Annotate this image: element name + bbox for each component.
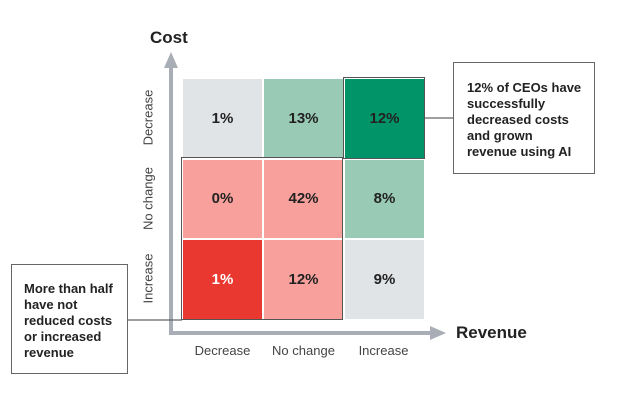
heatmap-cell: 12%: [263, 239, 344, 320]
x-tick-label: Increase: [358, 343, 409, 358]
y-axis-arrow: [164, 52, 178, 68]
x-tick-label: Decrease: [194, 343, 251, 358]
heatmap-cell: 9%: [344, 239, 425, 320]
y-tick-label: No change: [140, 167, 156, 230]
right-callout: 12% of CEOs have successfully decreased …: [453, 62, 595, 174]
x-tick-label: No change: [272, 343, 335, 358]
y-axis-title: Cost: [150, 28, 188, 47]
x-axis-arrow: [430, 326, 446, 340]
y-tick-label: Decrease: [140, 89, 156, 146]
heatmap-cell: 1%: [182, 78, 263, 159]
y-tick-label: Increase: [140, 253, 156, 304]
heatmap-cell: 0%: [182, 158, 263, 239]
green-cell-outline: [343, 77, 425, 159]
heatmap-cell: 13%: [263, 78, 344, 159]
heatmap-cell: 42%: [263, 158, 344, 239]
left-callout: More than half have not reduced costs or…: [11, 264, 128, 374]
heatmap-cell: 8%: [344, 158, 425, 239]
right-callout-text: 12% of CEOs have successfully decreased …: [467, 80, 582, 159]
left-callout-text: More than half have not reduced costs or…: [24, 281, 113, 360]
x-axis-title: Revenue: [456, 323, 527, 342]
red-region-outline: [181, 157, 343, 320]
